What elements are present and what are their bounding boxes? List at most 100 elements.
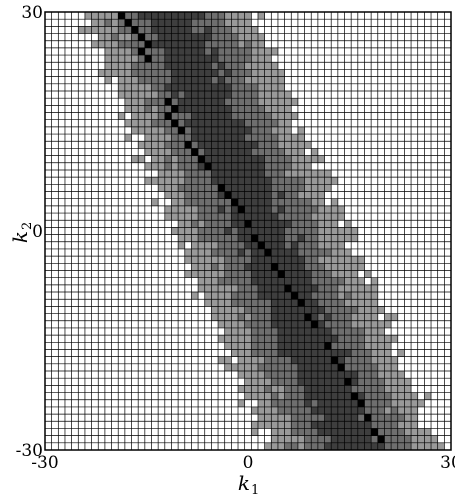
heatmap-cell <box>337 299 345 307</box>
heatmap-cell <box>291 349 299 357</box>
heatmap-cell <box>231 126 239 135</box>
heatmap-cell <box>277 270 285 278</box>
heatmap-cell <box>231 213 239 221</box>
heatmap-cell <box>251 392 259 400</box>
heatmap-cell <box>204 76 212 84</box>
heatmap-cell <box>211 155 219 163</box>
heatmap-cell <box>211 26 219 34</box>
heatmap-cell <box>277 105 285 113</box>
heatmap-cell <box>151 162 159 171</box>
heatmap-cell <box>257 284 265 293</box>
heatmap-cell <box>138 40 145 49</box>
heatmap-cell <box>311 320 319 329</box>
heatmap-cell <box>251 234 259 242</box>
heatmap-cell <box>144 90 152 99</box>
heatmap-cell <box>231 148 239 156</box>
heatmap-cell <box>238 76 245 84</box>
heatmap-cell <box>238 198 245 207</box>
heatmap-cell <box>297 292 305 300</box>
heatmap-cell <box>284 141 292 149</box>
heatmap-cell <box>264 263 272 271</box>
heatmap-cell <box>118 76 126 84</box>
heatmap-cell <box>104 19 112 27</box>
heatmap-cell <box>337 263 345 271</box>
heatmap-cell <box>251 33 259 41</box>
heatmap-cell <box>171 213 179 221</box>
heatmap-cell <box>297 363 305 372</box>
heatmap-cell <box>297 205 305 214</box>
heatmap-cell <box>291 421 299 429</box>
heatmap-cell <box>317 335 325 343</box>
heatmap-cell <box>238 126 245 135</box>
heatmap-cell <box>151 69 159 77</box>
heatmap-cell <box>291 141 299 149</box>
heatmap-cell <box>218 277 225 286</box>
heatmap-cell <box>257 162 265 171</box>
heatmap-cell <box>271 385 279 393</box>
heatmap-cell <box>311 205 319 214</box>
heatmap-cell <box>377 378 385 386</box>
heatmap-cell <box>384 385 392 393</box>
heatmap-cell <box>204 256 212 264</box>
heatmap-cell <box>324 227 332 235</box>
heatmap-cell <box>317 292 325 300</box>
heatmap-cell <box>357 378 365 386</box>
heatmap-cell <box>331 392 339 400</box>
heatmap-cell <box>218 26 225 34</box>
heatmap-cell <box>238 169 245 178</box>
heatmap-cell <box>324 277 332 286</box>
heatmap-cell <box>118 112 126 120</box>
heatmap-cell <box>178 227 185 235</box>
heatmap-cell <box>264 234 272 242</box>
heatmap-cell <box>204 98 212 106</box>
heatmap-cell <box>297 435 305 443</box>
heatmap-cell <box>98 12 106 20</box>
heatmap-cell <box>284 184 292 192</box>
heatmap-cell <box>131 40 139 49</box>
heatmap-cell <box>251 69 259 77</box>
heatmap-cell <box>271 90 279 99</box>
heatmap-cell <box>204 126 212 135</box>
heatmap-cell <box>204 169 212 178</box>
heatmap-cell <box>238 234 245 242</box>
heatmap-cell <box>291 248 299 257</box>
heatmap-cell <box>317 306 325 314</box>
heatmap-cell <box>271 198 279 207</box>
heatmap-cell <box>311 263 319 271</box>
heatmap-cell <box>191 241 199 250</box>
heatmap-cell <box>251 62 259 70</box>
heatmap-cell <box>111 33 119 41</box>
heatmap-cell <box>357 327 365 336</box>
heatmap-cell <box>397 385 405 393</box>
heatmap-cell <box>184 55 192 63</box>
x-tick-label-min: -30 <box>31 453 58 473</box>
heatmap-cell <box>244 320 252 329</box>
heatmap-cell <box>224 234 232 242</box>
heatmap-cell <box>124 69 132 77</box>
heatmap-cell <box>271 428 279 436</box>
heatmap-cell <box>351 428 358 436</box>
heatmap-cell <box>171 205 179 214</box>
heatmap-cell <box>251 198 259 207</box>
heatmap-cell <box>357 292 365 300</box>
heatmap-cell <box>231 313 239 321</box>
heatmap-cell <box>311 414 319 422</box>
heatmap-cell <box>284 442 292 451</box>
heatmap-cell <box>204 299 212 307</box>
heatmap-cell <box>271 105 279 113</box>
heatmap-cell <box>231 112 239 120</box>
heatmap-cell <box>211 306 219 314</box>
heatmap-cell <box>404 414 412 422</box>
heatmap-cell <box>384 435 392 443</box>
heatmap-cell <box>151 12 159 20</box>
heatmap-cell <box>284 335 292 343</box>
heatmap-cell <box>257 98 265 106</box>
heatmap-cell <box>271 421 279 429</box>
heatmap-cell <box>364 356 372 364</box>
heatmap-cell <box>211 205 219 214</box>
heatmap-cell <box>324 392 332 400</box>
heatmap-cell <box>144 83 152 92</box>
heatmap-cell <box>377 371 385 379</box>
heatmap-cell <box>291 378 299 386</box>
